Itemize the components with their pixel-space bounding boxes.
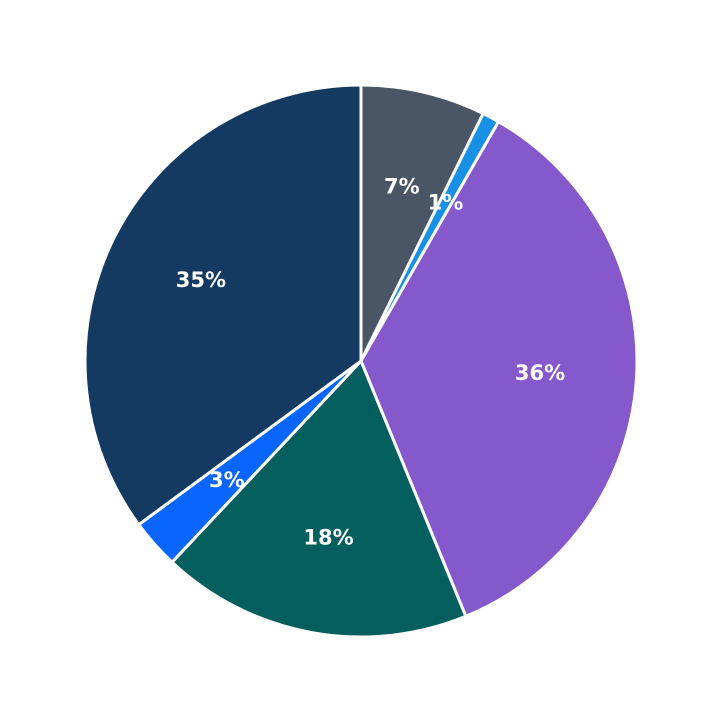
pie-slice	[359, 83, 485, 363]
slice-label: 1%	[428, 191, 464, 215]
slice-label: 18%	[303, 525, 353, 549]
slice-label: 36%	[515, 361, 565, 385]
slice-label: 3%	[209, 468, 245, 492]
slice-label: 35%	[176, 268, 226, 292]
pie-slice	[359, 120, 639, 618]
slice-label: 7%	[384, 174, 420, 198]
pie-slice	[170, 359, 468, 639]
pie-slice	[83, 83, 363, 527]
